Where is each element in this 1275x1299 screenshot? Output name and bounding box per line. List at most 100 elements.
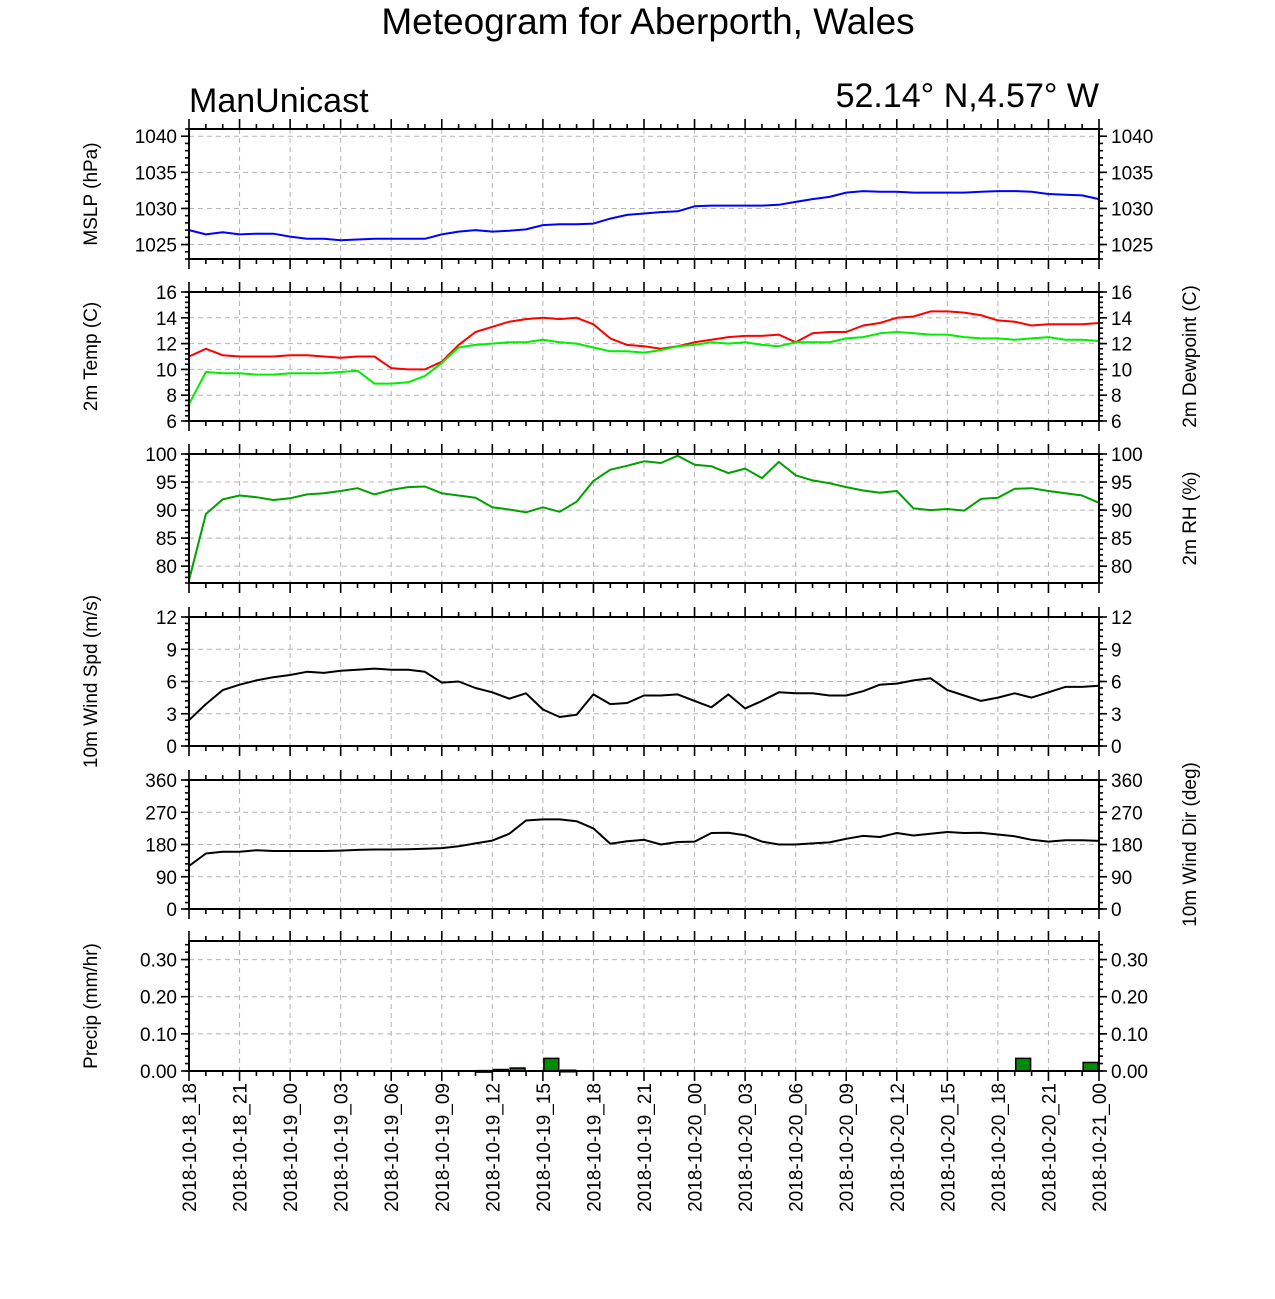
x-tick-label: 2018-10-20_18 — [989, 1083, 1010, 1212]
y-tick-label-left: 10 — [156, 360, 177, 381]
panel-mslp: 1025 1025 1030 1030 1035 1035 1040 1040 MSLP (hP… — [81, 119, 1153, 269]
x-tick-label: 2018-10-19_15 — [534, 1083, 555, 1212]
y-tick-label-left: 100 — [145, 445, 177, 466]
panel-rh: 80 80 85 85 90 90 95 95 100 100 2m RH (%) — [145, 444, 1201, 593]
y-tick-label-right: 3 — [1111, 705, 1122, 726]
y-tick-label-left: 360 — [145, 771, 177, 792]
x-tick-label: 2018-10-19_03 — [332, 1083, 353, 1212]
y-tick-label-right: 12 — [1111, 335, 1132, 356]
x-tick-label: 2018-10-18_18 — [180, 1083, 201, 1212]
y-tick-label-left: 80 — [156, 557, 177, 578]
y-tick-label-left: 270 — [145, 803, 177, 824]
y-tick-label-left: 90 — [156, 501, 177, 522]
x-tick-label: 2018-10-20_12 — [888, 1083, 909, 1212]
y-tick-label-right: 85 — [1111, 529, 1132, 550]
y-tick-label-right: 1035 — [1111, 163, 1153, 184]
y-tick-label-left: 16 — [156, 283, 177, 304]
y-tick-label-right: 0.10 — [1111, 1025, 1148, 1046]
y-tick-label-right: 16 — [1111, 283, 1132, 304]
y-axis-label-right: 2m RH (%) — [1180, 472, 1201, 566]
panel-wspd: 0 0 3 3 6 6 9 9 12 12 10m Wind Spd (m/s) — [81, 595, 1132, 768]
x-tick-label: 2018-10-18_21 — [231, 1083, 252, 1212]
y-tick-label-right: 1030 — [1111, 199, 1153, 220]
y-tick-label-left: 0.20 — [140, 988, 177, 1009]
y-tick-label-left: 14 — [156, 309, 178, 330]
x-tick-label: 2018-10-19_00 — [281, 1083, 302, 1212]
y-axis-label-left: Precip (mm/hr) — [81, 943, 102, 1069]
y-tick-label-right: 270 — [1111, 803, 1143, 824]
y-tick-label-left: 0 — [166, 900, 177, 921]
y-tick-label-left: 6 — [166, 412, 177, 433]
x-tick-label: 2018-10-20_03 — [736, 1083, 757, 1212]
y-tick-label-left: 1030 — [135, 199, 177, 220]
y-axis-label-left: 10m Wind Spd (m/s) — [81, 595, 102, 768]
y-tick-label-left: 0.00 — [140, 1062, 177, 1083]
y-tick-label-right: 10 — [1111, 360, 1132, 381]
y-tick-label-left: 1025 — [135, 236, 177, 257]
y-tick-label-right: 180 — [1111, 836, 1143, 857]
y-axis-label-left: 2m Temp (C) — [81, 302, 102, 411]
y-tick-label-left: 1040 — [135, 127, 177, 148]
y-tick-label-right: 8 — [1111, 386, 1122, 407]
precip-bar — [543, 1057, 560, 1072]
series-line-rh — [188, 454, 1100, 581]
x-tick-label: 2018-10-19_21 — [635, 1083, 656, 1212]
y-tick-label-right: 1040 — [1111, 127, 1153, 148]
y-tick-label-right: 0 — [1111, 737, 1122, 758]
y-tick-label-right: 360 — [1111, 771, 1143, 792]
y-tick-label-right: 6 — [1111, 412, 1122, 433]
chart-title: Meteogram for Aberporth, Wales — [381, 1, 914, 42]
precip-bar — [1082, 1061, 1099, 1072]
series-line-mslp — [188, 190, 1100, 242]
y-axis-label-right: 2m Dewpoint (C) — [1180, 285, 1201, 428]
y-tick-label-right: 0 — [1111, 900, 1122, 921]
x-tick-label: 2018-10-21_00 — [1090, 1083, 1111, 1212]
y-tick-label-right: 90 — [1111, 501, 1132, 522]
y-tick-label-left: 1035 — [135, 163, 177, 184]
y-axis-label-right: 10m Wind Dir (deg) — [1180, 762, 1201, 927]
y-tick-label-left: 180 — [145, 836, 177, 857]
y-tick-label-right: 6 — [1111, 673, 1122, 694]
x-tick-label: 2018-10-20_15 — [938, 1083, 959, 1212]
time-axis-labels: 2018-10-18_18 2018-10-18_21 2018-10-19_00 2… — [180, 1083, 1111, 1212]
x-tick-label: 2018-10-19_06 — [382, 1083, 403, 1212]
y-tick-label-right: 14 — [1111, 309, 1133, 330]
panel-wdir: 0 0 90 90 180 180 270 270 360 360 10m Wind Dir (de… — [145, 762, 1201, 927]
y-tick-label-left: 90 — [156, 868, 177, 889]
series-line-wdir — [188, 818, 1100, 867]
y-tick-label-right: 100 — [1111, 445, 1143, 466]
y-tick-label-right: 90 — [1111, 868, 1132, 889]
x-tick-label: 2018-10-20_06 — [787, 1083, 808, 1212]
y-tick-label-right: 9 — [1111, 640, 1122, 661]
y-tick-label-right: 0.20 — [1111, 988, 1148, 1009]
y-tick-label-left: 3 — [166, 705, 177, 726]
y-tick-label-left: 0.10 — [140, 1025, 177, 1046]
series-line-temp — [188, 331, 1100, 405]
y-tick-label-left: 8 — [166, 386, 177, 407]
y-tick-label-left: 12 — [156, 335, 177, 356]
model-name: ManUnicast — [189, 82, 369, 120]
y-tick-label-left: 0.30 — [140, 951, 177, 972]
precip-bar — [1014, 1057, 1032, 1072]
y-tick-label-right: 95 — [1111, 473, 1132, 494]
y-tick-label-right: 0.30 — [1111, 951, 1148, 972]
x-tick-label: 2018-10-20_09 — [837, 1083, 858, 1212]
x-tick-label: 2018-10-20_21 — [1039, 1083, 1060, 1212]
series-line-wspd — [188, 667, 1100, 721]
y-tick-label-left: 0 — [166, 737, 177, 758]
y-tick-label-left: 9 — [166, 640, 177, 661]
x-tick-label: 2018-10-19_18 — [584, 1083, 605, 1212]
x-tick-label: 2018-10-19_12 — [483, 1083, 504, 1212]
y-tick-label-left: 6 — [166, 673, 177, 694]
y-tick-label-right: 80 — [1111, 557, 1132, 578]
y-tick-label-right: 0.00 — [1111, 1062, 1148, 1083]
panel-temp: 6 6 8 8 10 10 12 12 14 14 16 16 2m Temp (C) 2m Dewpoi… — [81, 282, 1201, 433]
x-tick-label: 2018-10-19_09 — [433, 1083, 454, 1212]
y-tick-label-right: 1025 — [1111, 236, 1153, 257]
x-tick-label: 2018-10-20_00 — [686, 1083, 707, 1212]
station-location: 52.14° N,4.57° W — [836, 77, 1099, 115]
series-line-temp — [188, 310, 1100, 371]
y-tick-label-right: 12 — [1111, 608, 1132, 629]
